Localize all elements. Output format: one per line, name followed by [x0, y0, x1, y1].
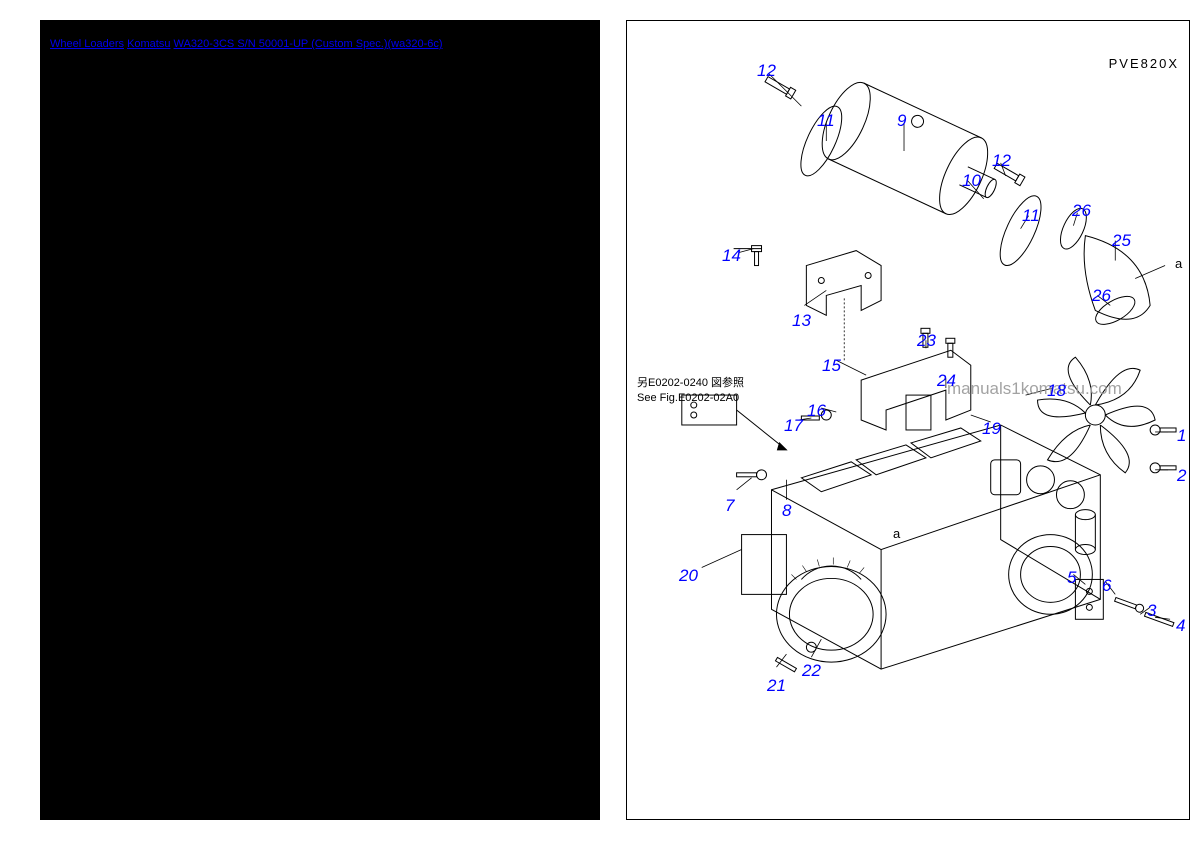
watermark: manuals1komatsu.com — [947, 379, 1122, 399]
breadcrumb-link-model[interactable]: WA320-3CS S/N 50001-UP (Custom Spec.)(wa… — [174, 38, 443, 50]
ref-mark-a: a — [893, 526, 900, 541]
figure-reference: 另E0202-0240 図参照 See Fig.E0202-02A0 — [637, 376, 744, 407]
parts-diagram: PVE820X — [626, 20, 1190, 820]
diagram-code: PVE820X — [1109, 56, 1179, 71]
breadcrumb-link-category[interactable]: Wheel Loaders — [50, 38, 124, 50]
ref-mark-a: a — [1175, 256, 1182, 271]
engine-block — [742, 425, 1101, 669]
muffler — [812, 76, 1012, 229]
fan — [1038, 357, 1156, 473]
left-info-panel: Wheel Loaders Komatsu WA320-3CS S/N 5000… — [40, 20, 600, 820]
diagram-svg — [627, 21, 1189, 819]
breadcrumb: Wheel Loaders Komatsu WA320-3CS S/N 5000… — [50, 38, 590, 50]
breadcrumb-link-brand[interactable]: Komatsu — [127, 38, 170, 50]
